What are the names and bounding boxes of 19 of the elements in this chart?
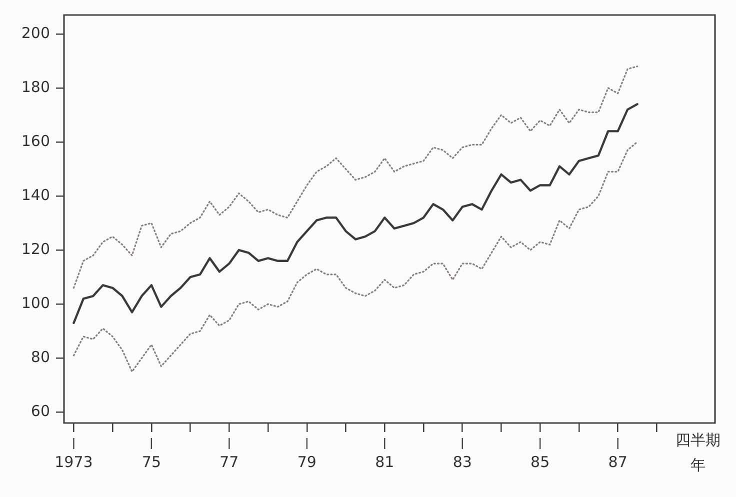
y-tick-label: 140: [21, 186, 50, 204]
x-tick-label: 87: [608, 452, 628, 471]
x-tick-label: 1973: [54, 452, 93, 471]
y-tick-label: 160: [21, 132, 50, 150]
x-tick-label: 79: [297, 452, 316, 471]
line-series: [72, 141, 638, 372]
x-tick-label: 81: [375, 452, 394, 471]
x-tick-label: 85: [530, 452, 550, 471]
x-tick-label: 83: [452, 452, 472, 471]
x-tick-label: 75: [142, 452, 161, 471]
y-tick-label: 120: [21, 240, 50, 258]
x-axis-title: 四半期年: [675, 430, 721, 476]
y-tick-label: 80: [30, 348, 50, 366]
y-tick-label: 180: [21, 78, 50, 96]
y-tick-label: 200: [21, 24, 50, 42]
y-tick-label: 60: [30, 402, 50, 420]
line-series: [72, 66, 638, 289]
y-tick-label: 100: [21, 294, 50, 312]
x-tick-label: 77: [220, 452, 239, 471]
